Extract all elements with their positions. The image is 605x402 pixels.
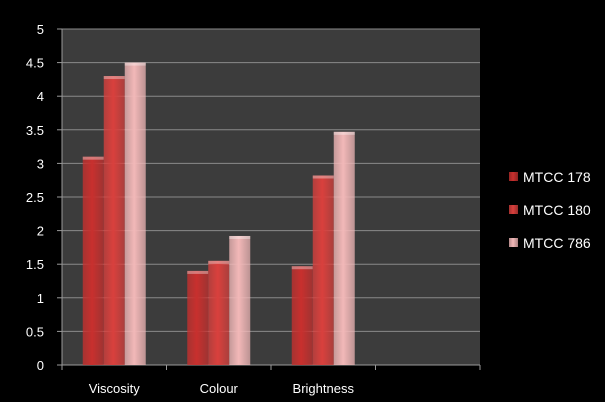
y-tick-label: 3 — [37, 156, 44, 171]
y-tick-label: 2.5 — [26, 190, 44, 205]
legend-swatch — [509, 205, 518, 214]
bar-top — [312, 175, 334, 179]
bar — [312, 175, 334, 365]
bar — [229, 235, 251, 365]
bar-top — [291, 266, 313, 270]
x-tick-label: Colour — [200, 381, 239, 396]
bar — [187, 270, 209, 365]
bar-top — [124, 62, 146, 66]
bar — [103, 76, 125, 365]
bar — [291, 266, 313, 365]
bar-top — [208, 260, 230, 264]
bar-top — [229, 235, 251, 239]
bar — [124, 62, 146, 365]
y-tick-label: 3.5 — [26, 123, 44, 138]
bar — [333, 131, 355, 365]
y-tick-label: 1.5 — [26, 257, 44, 272]
bars — [82, 62, 355, 365]
bar-top — [82, 156, 104, 160]
bar-top — [333, 131, 355, 135]
y-tick-label: 0.5 — [26, 324, 44, 339]
legend-swatch — [509, 238, 518, 247]
legend: MTCC 178 MTCC 180 MTCC 786 — [509, 169, 591, 251]
y-tick-label: 2 — [37, 224, 44, 239]
x-tick-labels: Viscosity Colour Brightness — [89, 381, 355, 396]
y-tick-label: 1 — [37, 291, 44, 306]
y-tick-label: 0 — [37, 358, 44, 373]
legend-swatch — [509, 172, 518, 181]
y-tick-label: 4.5 — [26, 56, 44, 71]
x-tick-label: Viscosity — [89, 381, 141, 396]
bar — [82, 156, 104, 365]
bar-top — [187, 270, 209, 274]
bar — [208, 260, 230, 365]
legend-label: MTCC 786 — [523, 235, 591, 251]
y-tick-labels: 0 0.5 1 1.5 2 2.5 3 3.5 4 4.5 5 — [26, 22, 44, 373]
legend-label: MTCC 180 — [523, 202, 591, 218]
y-tick-label: 4 — [37, 89, 44, 104]
y-tick-label: 5 — [37, 22, 44, 37]
bar-top — [103, 76, 125, 80]
legend-label: MTCC 178 — [523, 169, 591, 185]
x-tick-label: Brightness — [293, 381, 355, 396]
